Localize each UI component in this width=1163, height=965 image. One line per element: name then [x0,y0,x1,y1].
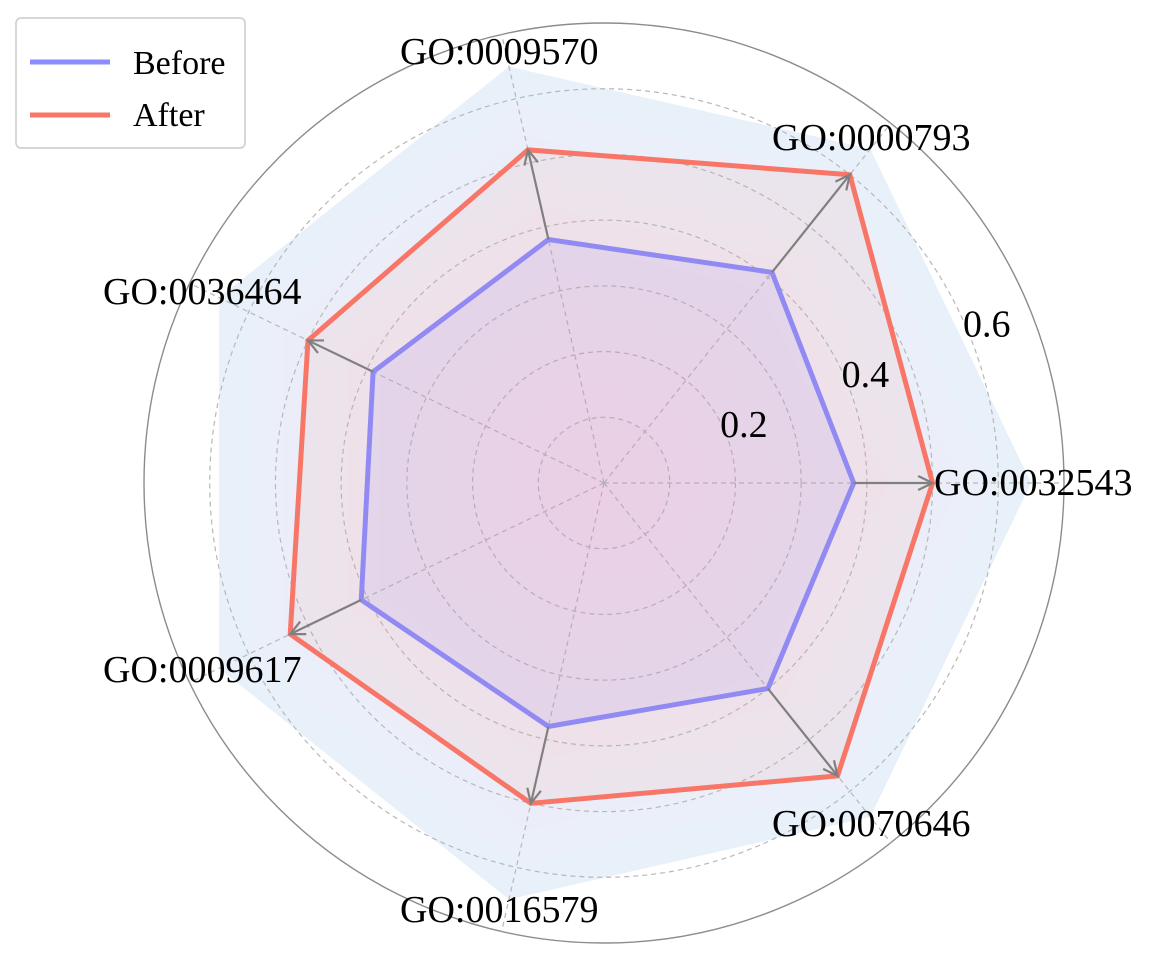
change-arrow-head-5 [526,787,542,806]
series-line-before [358,236,857,730]
category-label-3: GO:0036464 [103,271,301,313]
radial-tick-label-1: 0.4 [842,354,890,396]
change-arrows [287,147,936,806]
series-fill-after [290,149,933,804]
change-arrow-head-0 [917,475,936,491]
change-arrow-shaft-2 [526,149,550,240]
axis-spoke-1 [603,122,892,484]
change-arrow-shaft-5 [529,726,550,804]
axis-spoke-2 [501,34,605,484]
legend-label-before: Before [133,45,226,82]
radial-tick-labels: 0.2 0.4 0.6 [720,303,1010,446]
axis-spoke-5 [501,482,605,932]
legend-label-after: After [133,97,205,134]
axis-spokes [189,34,1064,932]
axis-spoke-4 [189,482,605,684]
category-label-2: GO:0009570 [400,31,598,73]
change-arrow-head-1 [834,172,852,191]
category-label-0: GO:0032543 [934,462,1132,504]
category-label-5: GO:0016579 [400,889,598,931]
axis-spoke-6 [603,482,892,844]
grid-circle-2 [406,285,802,681]
category-labels: GO:0032543 GO:0000793 GO:0009570 GO:0036464… [103,31,1132,931]
series-layer [287,147,936,806]
series-line-after [287,147,936,806]
change-arrow-head-3 [305,339,324,354]
legend: Before After [15,17,246,149]
change-arrow-shaft-6 [767,687,839,777]
grid-circle-5 [209,88,999,878]
change-arrow-shaft-1 [771,174,851,274]
axis-spoke-3 [189,282,605,484]
grid-circle-1 [471,350,737,616]
change-arrow-head-6 [822,760,840,778]
category-label-1: GO:0000793 [772,117,970,159]
series-fill-before [361,239,854,727]
legend-frame [15,17,246,149]
change-arrow-shaft-3 [307,339,374,373]
change-arrow-head-2 [523,147,539,166]
radial-tick-label-2: 0.6 [963,303,1011,345]
change-arrow-shaft-4 [289,598,362,636]
radial-tick-label-0: 0.2 [720,404,768,446]
category-label-6: GO:0070646 [772,803,970,845]
change-arrow-head-4 [287,620,307,636]
category-label-4: GO:0009617 [103,649,301,691]
